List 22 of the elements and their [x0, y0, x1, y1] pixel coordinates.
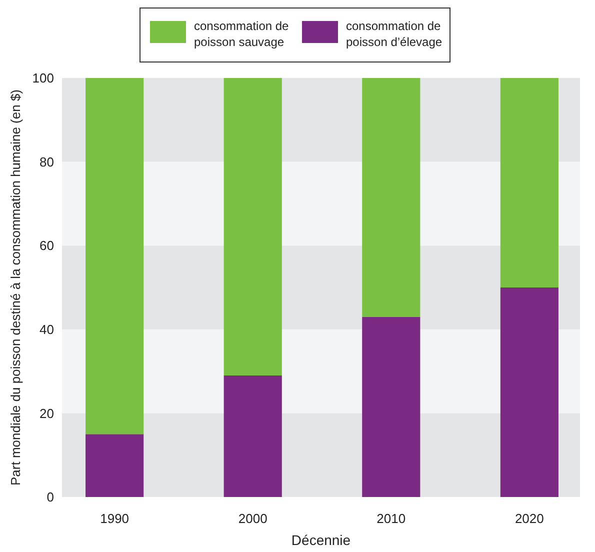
y-tick-label: 20: [40, 406, 54, 421]
bar: [500, 78, 558, 288]
x-tick-label: 2020: [514, 511, 544, 526]
bar: [362, 78, 420, 317]
x-tick-label: 1990: [100, 511, 130, 526]
bar: [86, 434, 144, 497]
legend-label: consommation de poisson sauvage: [194, 19, 290, 49]
legend-label: consommation de poisson d’élevage: [346, 19, 442, 49]
bar: [362, 316, 420, 497]
y-axis-title: Part mondiale du poisson destiné à la consommation humaine (en $): [8, 89, 23, 486]
x-tick-label: 2010: [376, 511, 406, 526]
bar: [500, 288, 558, 497]
y-tick-label: 60: [40, 238, 54, 254]
y-tick-label: 80: [40, 154, 54, 170]
x-tick-label: 2000: [238, 511, 268, 526]
bar: [86, 78, 144, 434]
x-axis-title: Décennie: [291, 532, 351, 548]
y-tick-label: 0: [46, 490, 54, 505]
bar: [224, 375, 282, 497]
y-tick-label: 100: [32, 70, 54, 86]
bar: [224, 78, 282, 376]
y-tick-label: 40: [40, 322, 54, 337]
